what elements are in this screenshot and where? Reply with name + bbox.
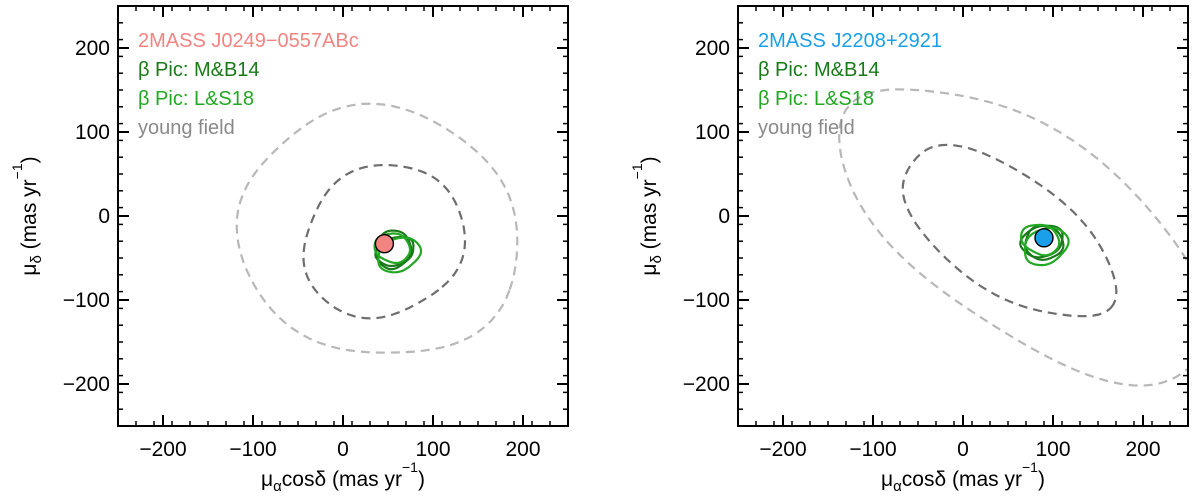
- x-axis-title-sub: α: [273, 478, 282, 495]
- x-tick-label: 200: [1125, 438, 1160, 461]
- y-axis-title-sub: δ: [28, 255, 45, 263]
- legend-item: β Pic: M&B14: [758, 59, 880, 81]
- x-axis-title-close: ): [1038, 468, 1045, 491]
- legend-item: β Pic: L&S18: [138, 88, 254, 110]
- x-tick-label: 200: [505, 438, 540, 461]
- x-axis-title-sup: −1: [1022, 459, 1038, 475]
- x-axis-title-sub: α: [893, 478, 902, 495]
- beta-pic-contour: [377, 236, 423, 274]
- plot-area: [235, 102, 519, 354]
- x-axis-title-close: ): [418, 468, 425, 491]
- y-tick-label: 0: [718, 205, 730, 228]
- y-tick-label: −200: [63, 373, 110, 396]
- y-tick-label: 200: [695, 37, 730, 60]
- legend-item: 2MASS J0249−0557ABc: [138, 30, 359, 52]
- young-field-contour-outer: [838, 88, 1188, 387]
- y-axis-title-close: ): [18, 156, 41, 163]
- x-tick-label: 0: [337, 438, 349, 461]
- beta-pic-contour: [1020, 223, 1061, 257]
- x-tick-label: 100: [415, 438, 450, 461]
- x-tick-label: 100: [1035, 438, 1070, 461]
- y-tick-label: −100: [683, 289, 730, 312]
- y-axis-title-base: μ: [638, 264, 661, 276]
- y-tick-label: −200: [683, 373, 730, 396]
- y-axis-title: μδ (mas yr−1): [9, 156, 45, 275]
- x-axis-title-base: μ: [881, 468, 893, 491]
- y-axis-title-rest: (mas yr: [18, 179, 41, 255]
- y-axis-title-close: ): [638, 156, 661, 163]
- young-field-contour-outer: [235, 102, 519, 354]
- y-tick-label: −100: [63, 289, 110, 312]
- x-axis-title: μαcosδ (mas yr−1): [261, 459, 425, 495]
- plot-area: [838, 88, 1188, 387]
- y-axis-title-sup: −1: [629, 163, 645, 179]
- x-tick-label: −200: [759, 438, 806, 461]
- y-axis-title-base: μ: [18, 264, 41, 276]
- legend: 2MASS J0249−0557ABc β Pic: M&B14 β Pic: L&…: [138, 30, 359, 139]
- y-axis-title-sub: δ: [648, 255, 665, 263]
- y-tick-label: 100: [695, 121, 730, 144]
- beta-pic-contour: [1023, 226, 1070, 267]
- legend-item: young field: [138, 117, 235, 139]
- x-tick-label: −100: [229, 438, 276, 461]
- x-axis-title-rest: cosδ (mas yr: [282, 468, 402, 491]
- y-tick-label: 0: [98, 205, 110, 228]
- young-field-contour-inner: [901, 143, 1118, 318]
- x-tick-label: −100: [849, 438, 896, 461]
- x-axis-title-sup: −1: [402, 459, 418, 475]
- y-axis-title: μδ (mas yr−1): [629, 156, 665, 275]
- x-tick-label: 0: [957, 438, 969, 461]
- legend-item: β Pic: L&S18: [758, 88, 874, 110]
- legend-item: young field: [758, 117, 855, 139]
- y-axis-title-sup: −1: [9, 163, 25, 179]
- y-tick-label: 200: [75, 37, 110, 60]
- object-point: [374, 234, 395, 254]
- x-tick-label: −200: [139, 438, 186, 461]
- legend-item: 2MASS J2208+2921: [758, 30, 942, 52]
- x-axis-title-rest: cosδ (mas yr: [902, 468, 1022, 491]
- y-axis-title-rest: (mas yr: [638, 179, 661, 255]
- legend: 2MASS J2208+2921 β Pic: M&B14 β Pic: L&S18…: [758, 30, 942, 139]
- x-axis-title: μαcosδ (mas yr−1): [881, 459, 1045, 495]
- legend-item: β Pic: M&B14: [138, 59, 260, 81]
- young-field-contour-inner: [302, 163, 467, 320]
- y-tick-label: 100: [75, 121, 110, 144]
- object-point: [1034, 228, 1054, 248]
- x-axis-title-base: μ: [261, 468, 273, 491]
